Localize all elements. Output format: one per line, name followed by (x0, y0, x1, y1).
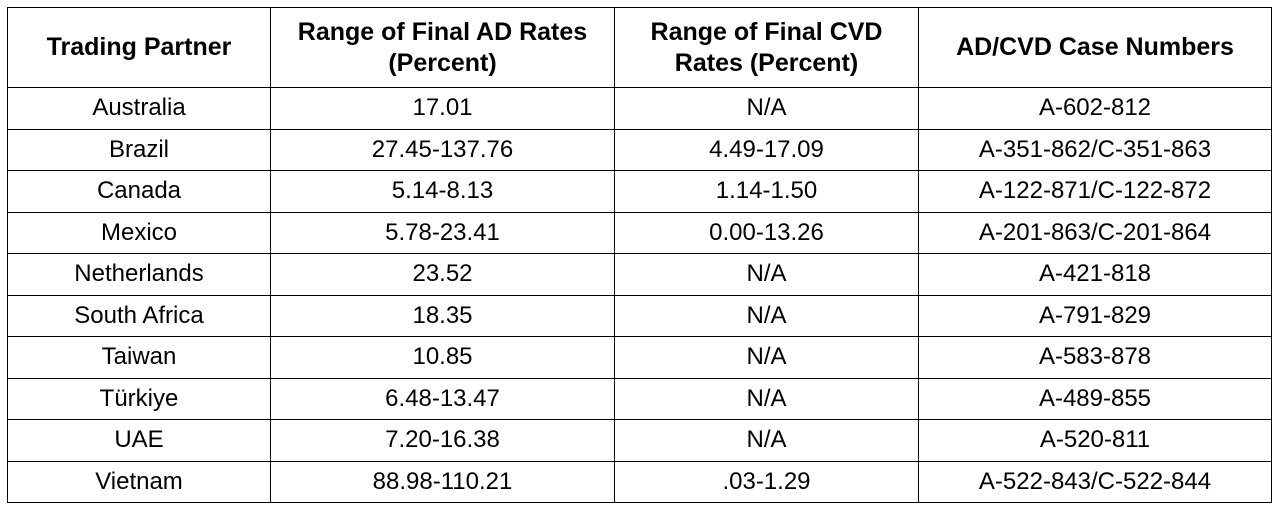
cell-case-number: A-791-829 (918, 294, 1272, 337)
cell-ad-rate: 88.98-110.21 (270, 460, 615, 503)
cell-cvd-rate: 4.49-17.09 (614, 128, 919, 171)
table-row: Vietnam 88.98-110.21 .03-1.29 A-522-843/… (7, 460, 1272, 503)
cell-trading-partner: Türkiye (7, 377, 271, 420)
cell-ad-rate: 27.45-137.76 (270, 128, 615, 171)
table-row: Canada 5.14-8.13 1.14-1.50 A-122-871/C-1… (7, 170, 1272, 213)
cell-case-number: A-122-871/C-122-872 (918, 170, 1272, 213)
header-ad-rates: Range of Final AD Rates (Percent) (270, 7, 615, 88)
header-case-numbers: AD/CVD Case Numbers (918, 7, 1272, 88)
cell-ad-rate: 5.78-23.41 (270, 211, 615, 254)
table-row: South Africa 18.35 N/A A-791-829 (7, 294, 1272, 337)
table-row: Australia 17.01 N/A A-602-812 (7, 87, 1272, 130)
cell-ad-rate: 17.01 (270, 87, 615, 130)
cell-case-number: A-201-863/C-201-864 (918, 211, 1272, 254)
cell-trading-partner: Mexico (7, 211, 271, 254)
cell-trading-partner: South Africa (7, 294, 271, 337)
cell-trading-partner: Australia (7, 87, 271, 130)
cell-case-number: A-602-812 (918, 87, 1272, 130)
cell-cvd-rate: 1.14-1.50 (614, 170, 919, 213)
cell-case-number: A-520-811 (918, 419, 1272, 462)
cell-ad-rate: 6.48-13.47 (270, 377, 615, 420)
table-row: Netherlands 23.52 N/A A-421-818 (7, 253, 1272, 296)
table-row: Mexico 5.78-23.41 0.00-13.26 A-201-863/C… (7, 211, 1272, 254)
cell-trading-partner: Canada (7, 170, 271, 213)
table-row: UAE 7.20-16.38 N/A A-520-811 (7, 419, 1272, 462)
cell-ad-rate: 10.85 (270, 336, 615, 379)
cell-case-number: A-583-878 (918, 336, 1272, 379)
header-cvd-rates: Range of Final CVD Rates (Percent) (614, 7, 919, 88)
table-row: Brazil 27.45-137.76 4.49-17.09 A-351-862… (7, 128, 1272, 171)
cell-case-number: A-522-843/C-522-844 (918, 460, 1272, 503)
header-row: Trading Partner Range of Final AD Rates … (7, 7, 1272, 88)
cell-case-number: A-489-855 (918, 377, 1272, 420)
table-row: Taiwan 10.85 N/A A-583-878 (7, 336, 1272, 379)
cell-cvd-rate: N/A (614, 87, 919, 130)
cell-cvd-rate: N/A (614, 336, 919, 379)
header-trading-partner: Trading Partner (7, 7, 271, 88)
cell-trading-partner: Brazil (7, 128, 271, 171)
cell-ad-rate: 23.52 (270, 253, 615, 296)
cell-trading-partner: Netherlands (7, 253, 271, 296)
rates-table: Trading Partner Range of Final AD Rates … (7, 7, 1272, 503)
cell-trading-partner: UAE (7, 419, 271, 462)
cell-cvd-rate: N/A (614, 294, 919, 337)
cell-cvd-rate: N/A (614, 253, 919, 296)
cell-cvd-rate: .03-1.29 (614, 460, 919, 503)
cell-ad-rate: 7.20-16.38 (270, 419, 615, 462)
table-row: Türkiye 6.48-13.47 N/A A-489-855 (7, 377, 1272, 420)
cell-ad-rate: 18.35 (270, 294, 615, 337)
cell-case-number: A-421-818 (918, 253, 1272, 296)
cell-cvd-rate: 0.00-13.26 (614, 211, 919, 254)
cell-trading-partner: Vietnam (7, 460, 271, 503)
cell-cvd-rate: N/A (614, 419, 919, 462)
cell-ad-rate: 5.14-8.13 (270, 170, 615, 213)
cell-cvd-rate: N/A (614, 377, 919, 420)
cell-case-number: A-351-862/C-351-863 (918, 128, 1272, 171)
cell-trading-partner: Taiwan (7, 336, 271, 379)
